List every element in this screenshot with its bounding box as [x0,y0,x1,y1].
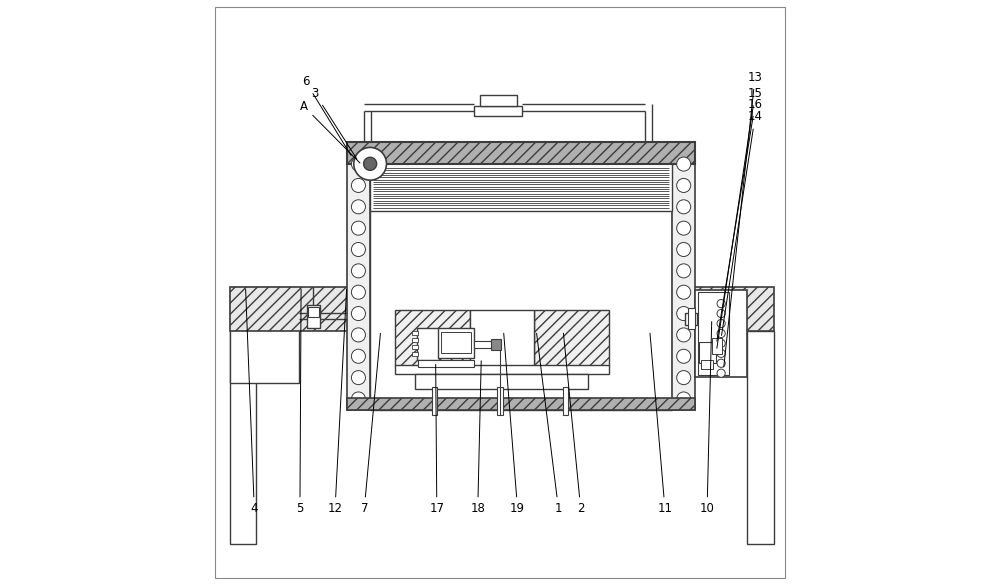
Text: 2: 2 [563,333,584,515]
Text: 12: 12 [328,290,347,515]
Bar [415,374,588,389]
Bar [432,387,437,415]
Bar [230,287,299,383]
Circle shape [677,307,691,321]
Circle shape [717,329,725,338]
Bar [230,287,774,331]
Bar [563,387,568,415]
Circle shape [351,392,365,406]
Bar [418,360,474,367]
Text: 5: 5 [296,290,304,515]
Bar [347,142,370,409]
Circle shape [351,328,365,342]
Bar [438,328,474,358]
Circle shape [351,264,365,278]
Circle shape [351,307,365,321]
Circle shape [351,199,365,214]
Circle shape [677,285,691,300]
Text: 3: 3 [311,87,357,159]
Bar [698,292,729,375]
Circle shape [677,328,691,342]
Bar [412,338,418,342]
Bar [347,142,695,164]
Bar [412,352,418,356]
Bar [474,341,492,348]
Bar [712,338,722,354]
Bar [747,331,774,544]
Circle shape [717,309,725,318]
Circle shape [351,242,365,256]
Circle shape [351,349,365,363]
Bar [480,95,517,106]
Bar [688,308,695,329]
Circle shape [677,221,691,235]
Text: 6: 6 [302,75,351,156]
Circle shape [717,319,725,328]
Circle shape [717,359,725,367]
Bar [370,163,672,211]
Text: 7: 7 [361,333,380,515]
Text: A: A [300,100,360,163]
Bar [308,307,319,317]
Text: 17: 17 [429,364,444,515]
Text: 4: 4 [246,290,258,515]
Bar [695,290,747,377]
Bar [685,313,697,325]
Bar [395,310,470,366]
Bar [470,310,534,366]
Bar [534,310,609,366]
Text: 18: 18 [470,361,485,515]
Circle shape [677,392,691,406]
Bar [307,305,320,328]
Circle shape [717,300,725,308]
Circle shape [717,369,725,377]
Circle shape [677,157,691,171]
Bar [347,398,695,409]
Bar [497,387,503,415]
Bar [412,345,418,349]
Circle shape [677,199,691,214]
Bar [370,164,672,410]
Bar [491,339,501,350]
Bar [230,331,256,544]
Circle shape [677,242,691,256]
Circle shape [677,371,691,385]
Text: 14: 14 [722,111,763,335]
Bar [699,342,716,363]
Circle shape [351,371,365,385]
Text: 15: 15 [717,87,762,348]
Bar [474,106,522,116]
Text: 10: 10 [700,322,715,515]
Bar [441,332,471,353]
Circle shape [351,221,365,235]
Circle shape [354,147,387,180]
Circle shape [677,178,691,192]
Text: 19: 19 [504,333,525,515]
Text: 11: 11 [650,333,672,515]
Text: 13: 13 [724,71,762,367]
Circle shape [677,264,691,278]
Circle shape [351,178,365,192]
Bar [395,365,609,374]
Bar [417,328,439,360]
Circle shape [364,157,377,170]
Text: 16: 16 [717,98,763,341]
Bar [701,360,713,369]
Circle shape [351,285,365,300]
Circle shape [717,349,725,357]
Bar [672,142,695,409]
Circle shape [677,349,691,363]
Text: 1: 1 [537,333,562,515]
Circle shape [717,339,725,347]
Circle shape [351,157,365,171]
Bar [412,331,418,335]
